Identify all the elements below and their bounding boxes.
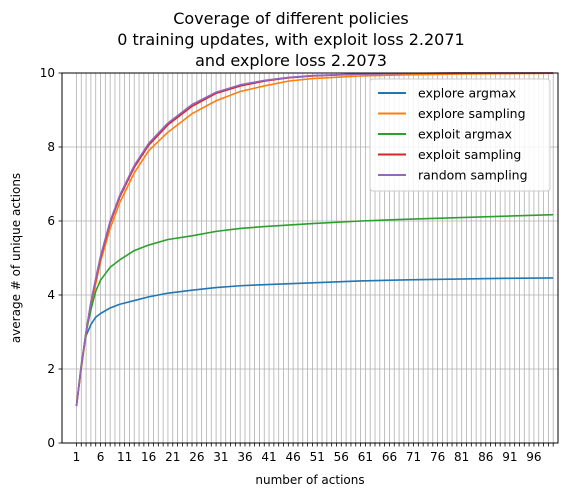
series-line-exploit-argmax (75, 213, 554, 407)
legend-frame (369, 78, 551, 192)
x-tick-label: 71 (406, 450, 421, 464)
y-tick-label: 10 (40, 66, 55, 80)
y-tick-label: 4 (47, 288, 55, 302)
chart-title-line-3: and explore loss 2.2073 (195, 51, 387, 70)
plot-frame (61, 72, 559, 444)
y-tick-label: 2 (47, 362, 55, 376)
x-tick-label: 41 (261, 450, 276, 464)
x-tick-label: 26 (189, 450, 204, 464)
grid-lines (62, 72, 558, 444)
x-tick-label: 66 (382, 450, 397, 464)
y-tick-label: 6 (47, 214, 55, 228)
x-tick-label: 21 (165, 450, 180, 464)
x-tick-label: 36 (237, 450, 252, 464)
x-tick-label: 56 (334, 450, 349, 464)
x-tick-label: 96 (526, 450, 541, 464)
x-axis-label: number of actions (255, 473, 364, 487)
x-tick-label: 76 (430, 450, 445, 464)
series-line-random-sampling (75, 72, 554, 407)
x-tick-label: 1 (73, 450, 81, 464)
legend-label: explore sampling (418, 106, 526, 121)
axis-ticks: 1 6 11 16 21 26 31 36 41 46 51 56 61 66 71 76 81 86 91 9602… (40, 66, 554, 464)
chart-title-line-1: Coverage of different policies (173, 9, 409, 28)
legend-label: exploit argmax (418, 127, 512, 142)
series-line-explore-argmax (75, 277, 554, 407)
x-tick-label: 11 (117, 450, 132, 464)
series-lines (75, 72, 554, 407)
x-tick-label: 51 (310, 450, 325, 464)
x-tick-label: 16 (141, 450, 156, 464)
legend-label: exploit sampling (418, 147, 521, 162)
y-tick-label: 8 (47, 140, 55, 154)
x-tick-label: 61 (358, 450, 373, 464)
chart-title-line-2: 0 training updates, with exploit loss 2.… (117, 30, 464, 49)
legend-label: random sampling (418, 168, 528, 183)
legend-label: explore argmax (418, 86, 516, 101)
x-tick-label: 81 (454, 450, 469, 464)
x-tick-label: 86 (478, 450, 493, 464)
y-tick-label: 0 (47, 436, 55, 450)
legend: explore argmax explore sampling exploit ar… (369, 78, 551, 192)
y-axis-label: average # of unique actions (9, 173, 23, 343)
x-tick-label: 6 (97, 450, 105, 464)
x-tick-label: 91 (502, 450, 517, 464)
x-tick-label: 31 (213, 450, 228, 464)
x-tick-label: 46 (286, 450, 301, 464)
